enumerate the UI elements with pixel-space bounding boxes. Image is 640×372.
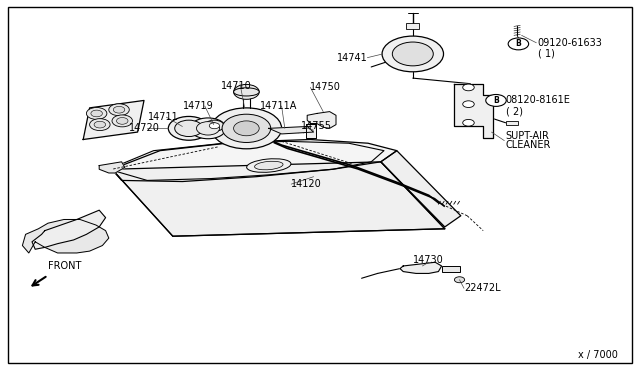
Text: B: B bbox=[493, 96, 499, 105]
Ellipse shape bbox=[246, 159, 291, 172]
Text: SUPT-AIR: SUPT-AIR bbox=[506, 131, 550, 141]
Text: 14719: 14719 bbox=[183, 101, 214, 111]
Polygon shape bbox=[32, 210, 106, 249]
Text: 14711A: 14711A bbox=[260, 101, 297, 111]
Circle shape bbox=[222, 114, 271, 142]
Circle shape bbox=[234, 121, 259, 136]
Circle shape bbox=[463, 101, 474, 108]
Circle shape bbox=[463, 119, 474, 126]
Text: ( 2): ( 2) bbox=[506, 107, 523, 116]
Circle shape bbox=[211, 108, 282, 149]
Text: 14741: 14741 bbox=[337, 53, 368, 62]
Polygon shape bbox=[112, 162, 445, 236]
Circle shape bbox=[209, 123, 220, 129]
Circle shape bbox=[168, 116, 209, 140]
Text: B: B bbox=[516, 39, 521, 48]
Polygon shape bbox=[307, 112, 336, 128]
Ellipse shape bbox=[255, 161, 283, 170]
Text: 14710: 14710 bbox=[221, 81, 252, 90]
Circle shape bbox=[91, 110, 102, 117]
Circle shape bbox=[382, 36, 444, 72]
Text: FRONT: FRONT bbox=[48, 261, 81, 271]
Circle shape bbox=[90, 119, 110, 131]
Polygon shape bbox=[109, 141, 384, 180]
Circle shape bbox=[94, 121, 106, 128]
Circle shape bbox=[234, 84, 259, 99]
Circle shape bbox=[196, 122, 220, 135]
Text: 14711: 14711 bbox=[148, 112, 179, 122]
Circle shape bbox=[86, 108, 107, 119]
Circle shape bbox=[463, 84, 474, 91]
Text: 14750: 14750 bbox=[310, 83, 341, 92]
Polygon shape bbox=[22, 219, 109, 253]
Text: 14720: 14720 bbox=[129, 124, 159, 133]
Text: 09120-61633: 09120-61633 bbox=[538, 38, 602, 48]
Text: x / 7000: x / 7000 bbox=[578, 350, 618, 360]
Text: ( 1): ( 1) bbox=[538, 49, 554, 59]
Text: 14730: 14730 bbox=[413, 256, 444, 265]
Bar bbox=[506, 121, 518, 125]
Polygon shape bbox=[381, 151, 461, 227]
Polygon shape bbox=[400, 262, 442, 273]
Text: 08120-8161E: 08120-8161E bbox=[506, 96, 570, 105]
Polygon shape bbox=[454, 84, 493, 138]
Polygon shape bbox=[112, 140, 397, 182]
Circle shape bbox=[112, 115, 132, 127]
Circle shape bbox=[190, 118, 226, 139]
Circle shape bbox=[175, 120, 203, 137]
Text: 14120: 14120 bbox=[291, 179, 322, 189]
Polygon shape bbox=[83, 100, 144, 140]
Circle shape bbox=[116, 118, 128, 124]
Bar bbox=[306, 124, 316, 138]
Circle shape bbox=[392, 42, 433, 66]
Text: 22472L: 22472L bbox=[464, 283, 500, 293]
Circle shape bbox=[113, 106, 125, 113]
Bar bbox=[442, 266, 460, 272]
Circle shape bbox=[109, 104, 129, 116]
Text: 14755: 14755 bbox=[301, 122, 332, 131]
Polygon shape bbox=[269, 126, 314, 134]
Circle shape bbox=[205, 120, 224, 131]
Polygon shape bbox=[99, 162, 125, 173]
Circle shape bbox=[486, 94, 506, 106]
Bar bbox=[406, 23, 419, 29]
Ellipse shape bbox=[234, 88, 259, 96]
Text: CLEANER: CLEANER bbox=[506, 140, 551, 150]
Circle shape bbox=[454, 277, 465, 283]
Circle shape bbox=[508, 38, 529, 50]
